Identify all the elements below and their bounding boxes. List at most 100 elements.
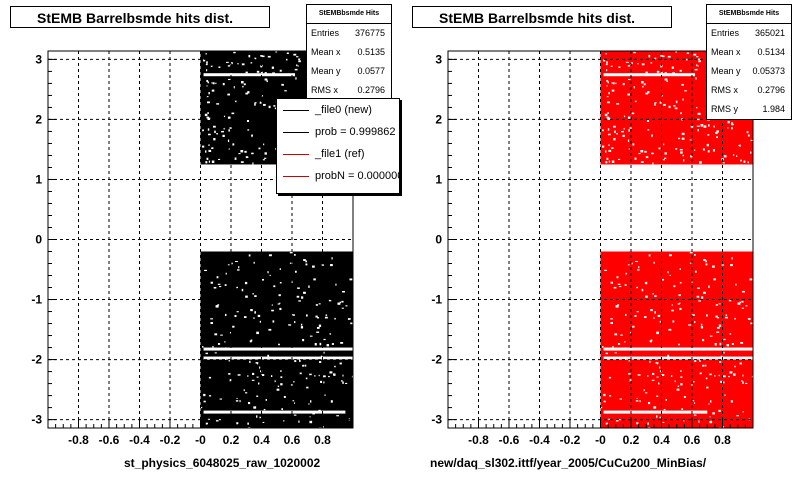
right-empty-bin: [611, 160, 615, 163]
left-empty-bin: [298, 300, 301, 302]
left-empty-bin: [224, 284, 227, 286]
right-empty-bin: [611, 82, 613, 84]
right-empty-bin: [610, 65, 613, 67]
left-empty-bin: [207, 81, 209, 84]
right-empty-bin: [694, 359, 697, 363]
right-empty-bin: [658, 382, 660, 385]
right-empty-bin: [726, 344, 730, 347]
right-empty-bin: [698, 300, 701, 302]
left-empty-bin: [240, 161, 244, 163]
left-empty-bin: [218, 66, 221, 68]
right-empty-bin: [715, 304, 718, 306]
right-empty-bin: [700, 326, 704, 329]
right-empty-bin: [621, 130, 624, 133]
right-empty-bin: [710, 400, 712, 403]
right-empty-bin: [729, 371, 733, 374]
left-empty-bin: [342, 381, 344, 384]
left-empty-bin: [208, 160, 211, 163]
left-empty-bin: [276, 388, 280, 391]
left-empty-bin: [259, 416, 261, 419]
right-empty-bin: [606, 69, 608, 72]
right-empty-bin: [728, 299, 732, 302]
right-empty-bin: [723, 375, 726, 378]
right-empty-bin: [678, 294, 681, 297]
legend-swatch: [283, 132, 309, 133]
left-empty-row-4: [203, 410, 346, 414]
left-empty-bin: [239, 400, 241, 403]
left-empty-bin: [254, 103, 256, 106]
left-empty-bin: [206, 79, 209, 82]
right-empty-bin: [660, 71, 663, 74]
right-empty-bin: [683, 159, 685, 162]
right-empty-bin: [635, 400, 639, 402]
left-empty-bin: [324, 316, 328, 319]
right-empty-bin: [653, 406, 657, 409]
right-empty-bin: [604, 269, 607, 272]
right-empty-bin: [615, 82, 617, 85]
right-empty-bin: [656, 331, 659, 335]
left-empty-bin: [207, 117, 211, 120]
left-empty-bin: [254, 102, 257, 104]
right-empty-bin: [734, 317, 736, 320]
right-empty-bin: [734, 365, 736, 368]
left-empty-bin: [300, 326, 304, 329]
left-empty-bin: [260, 71, 263, 74]
right-empty-bin: [631, 262, 633, 265]
right-empty-bin: [603, 400, 606, 403]
left-empty-bin: [245, 156, 249, 159]
right-empty-bin: [735, 283, 737, 286]
legend-entry-file1: _file1 (ref): [277, 143, 399, 165]
right-empty-bin: [690, 384, 693, 386]
right-empty-bin: [659, 101, 662, 104]
left-empty-bin: [296, 64, 298, 67]
left-empty-bin: [341, 300, 344, 303]
right-empty-bin: [681, 83, 684, 86]
right-empty-bin: [605, 53, 607, 55]
left-empty-bin: [255, 362, 259, 364]
right-empty-bin: [653, 261, 655, 264]
right-empty-bin: [696, 64, 698, 67]
left-empty-bin: [227, 65, 231, 67]
left-empty-bin: [206, 61, 208, 64]
right-empty-bin: [624, 341, 626, 343]
left-empty-bin: [214, 333, 218, 336]
right-empty-bin: [665, 398, 667, 401]
right-empty-bin: [653, 317, 655, 319]
left-empty-bin: [267, 354, 270, 357]
left-empty-bin: [314, 374, 316, 377]
left-empty-bin: [328, 299, 332, 302]
left-empty-bin: [205, 150, 207, 153]
right-empty-bin: [640, 161, 644, 163]
right-empty-bin: [656, 362, 659, 365]
right-empty-bin: [657, 314, 661, 318]
legend-entry-file0: _file0 (new): [277, 99, 399, 121]
right-empty-bin: [700, 323, 703, 326]
right-empty-bin: [698, 58, 701, 61]
left-empty-bin: [281, 83, 284, 86]
right-empty-bin: [608, 160, 611, 163]
right-empty-bin: [624, 284, 627, 286]
right-empty-bin: [650, 62, 653, 64]
left-empty-bin: [236, 311, 239, 313]
right-empty-bin: [707, 134, 710, 136]
left-empty-bin: [204, 113, 208, 117]
left-empty-bin: [206, 69, 208, 72]
right-empty-bin: [607, 112, 609, 114]
right-empty-bin: [645, 71, 648, 74]
right-empty-bin: [743, 160, 746, 163]
right-empty-bin: [702, 338, 705, 342]
right-empty-bin: [675, 51, 678, 53]
right-empty-bin: [716, 326, 720, 329]
right-empty-bin: [747, 318, 751, 320]
right-empty-bin: [602, 145, 605, 148]
left-empty-bin: [213, 137, 216, 141]
left-empty-bin: [235, 260, 238, 262]
right-empty-bin: [728, 375, 730, 378]
right-empty-bin: [723, 381, 725, 384]
left-empty-bin: [309, 416, 311, 418]
right-empty-bin: [712, 149, 715, 152]
right-empty-bin: [628, 359, 630, 362]
right-empty-bin: [678, 343, 680, 346]
left-empty-bin: [242, 85, 244, 88]
right-empty-bin: [731, 343, 734, 345]
